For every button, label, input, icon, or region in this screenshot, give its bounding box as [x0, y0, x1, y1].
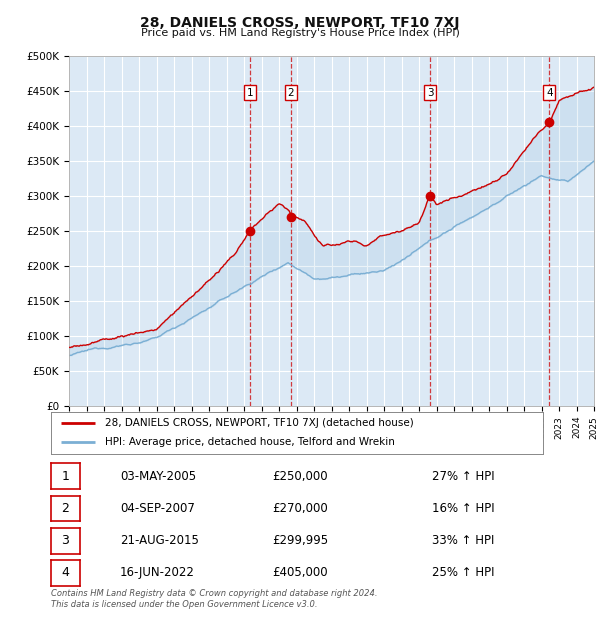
Text: 1: 1	[247, 87, 253, 97]
Text: Price paid vs. HM Land Registry's House Price Index (HPI): Price paid vs. HM Land Registry's House …	[140, 28, 460, 38]
Text: 2: 2	[287, 87, 294, 97]
Text: 28, DANIELS CROSS, NEWPORT, TF10 7XJ: 28, DANIELS CROSS, NEWPORT, TF10 7XJ	[140, 16, 460, 30]
Text: 25% ↑ HPI: 25% ↑ HPI	[432, 567, 494, 579]
Text: 27% ↑ HPI: 27% ↑ HPI	[432, 470, 494, 482]
Text: £405,000: £405,000	[272, 567, 328, 579]
Text: 28, DANIELS CROSS, NEWPORT, TF10 7XJ (detached house): 28, DANIELS CROSS, NEWPORT, TF10 7XJ (de…	[105, 418, 414, 428]
Text: 3: 3	[61, 534, 70, 547]
Text: HPI: Average price, detached house, Telford and Wrekin: HPI: Average price, detached house, Telf…	[105, 438, 395, 448]
Text: £250,000: £250,000	[272, 470, 328, 482]
Text: Contains HM Land Registry data © Crown copyright and database right 2024.
This d: Contains HM Land Registry data © Crown c…	[51, 590, 377, 609]
Text: £270,000: £270,000	[272, 502, 328, 515]
Text: 16% ↑ HPI: 16% ↑ HPI	[432, 502, 494, 515]
Text: £299,995: £299,995	[272, 534, 328, 547]
Text: 16-JUN-2022: 16-JUN-2022	[120, 567, 195, 579]
Text: 03-MAY-2005: 03-MAY-2005	[120, 470, 196, 482]
Text: 2: 2	[61, 502, 70, 515]
Text: 33% ↑ HPI: 33% ↑ HPI	[432, 534, 494, 547]
Text: 3: 3	[427, 87, 433, 97]
Text: 4: 4	[61, 567, 70, 579]
Text: 04-SEP-2007: 04-SEP-2007	[120, 502, 195, 515]
Text: 21-AUG-2015: 21-AUG-2015	[120, 534, 199, 547]
Text: 1: 1	[61, 470, 70, 482]
Text: 4: 4	[546, 87, 553, 97]
